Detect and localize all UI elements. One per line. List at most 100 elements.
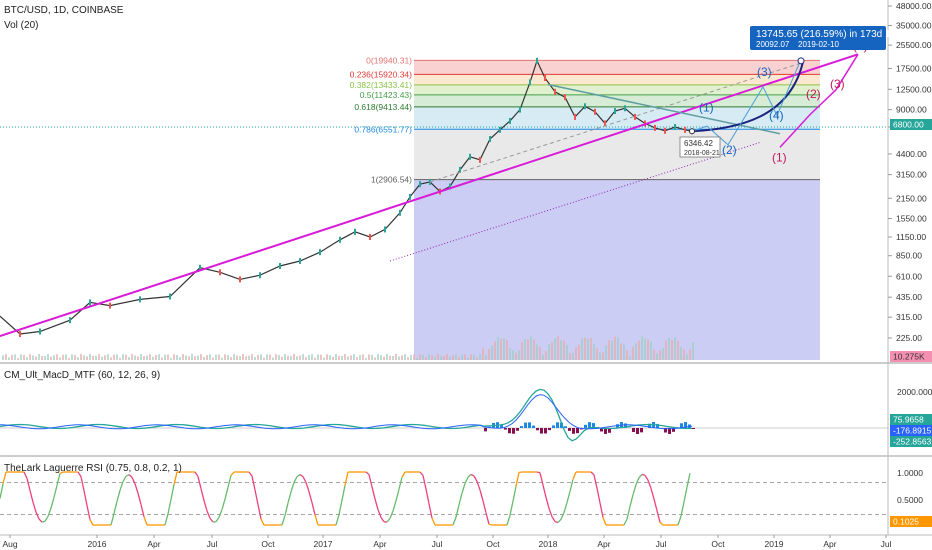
- price-candle: [219, 269, 221, 276]
- fibonacci-retracement[interactable]: 0(19940.31) 0.236(15920.34)0.382(13433.41…: [0, 55, 888, 360]
- rsi-title: TheLark Laguerre RSI (0.75, 0.8, 0.2, 1): [4, 463, 182, 474]
- volume-bar: [209, 354, 211, 360]
- volume-bar: [65, 354, 67, 360]
- volume-bar: [605, 345, 607, 360]
- volume-bar: [317, 354, 319, 360]
- price-tick-label: 17500.00: [896, 63, 932, 73]
- volume-bar: [293, 354, 295, 360]
- price-candle: [409, 193, 411, 200]
- fib-zone: [414, 129, 820, 180]
- projection-label-box[interactable]: 13745.65 (216.59%) in 173d 1h 20092.07 2…: [750, 26, 896, 50]
- rsi-segment: [86, 505, 91, 520]
- macd-histogram-bar: [524, 422, 527, 428]
- macd-histogram-bar: [544, 428, 547, 434]
- volume-bar: [161, 357, 163, 360]
- rsi-segment: [197, 476, 202, 489]
- rsi-segment: [539, 472, 544, 486]
- rsi-segment: [167, 499, 172, 515]
- time-tick-label: Oct: [711, 539, 725, 549]
- volume-bar: [176, 354, 178, 360]
- volume-bar: [275, 354, 277, 360]
- volume-bar: [341, 356, 343, 360]
- volume-bar: [635, 343, 637, 360]
- volume-bar: [326, 354, 328, 360]
- rsi-segment: [554, 520, 559, 524]
- svg-text:6800.00: 6800.00: [893, 120, 924, 130]
- macd-histogram-bar: [500, 424, 503, 428]
- volume-bar: [344, 354, 346, 360]
- volume-bar: [191, 354, 193, 360]
- fib-level-label: 0.5(11423.43): [360, 90, 412, 100]
- rsi-segment: [44, 516, 49, 522]
- price-tick-label: 610.00: [896, 271, 922, 281]
- volume-bar: [113, 354, 115, 360]
- price-tick-label: 25500.00: [896, 40, 932, 50]
- volume-bar: [383, 356, 385, 360]
- macd-histogram-bar: [552, 425, 555, 428]
- macd-histogram-bar: [536, 428, 539, 431]
- time-axis[interactable]: Aug 2016 Apr Jul Oct 2017 Apr Jul Oct 2018 Apr Jul O…: [2, 535, 892, 549]
- price-tick-label: 12500.00: [896, 84, 932, 94]
- volume-bar: [503, 338, 505, 360]
- volume-bar: [251, 354, 253, 360]
- rsi-segment: [560, 512, 565, 520]
- volume-bar: [338, 355, 340, 360]
- rsi-segment: [482, 500, 487, 513]
- volume-bar: [95, 355, 97, 360]
- rsi-segment: [593, 474, 598, 489]
- symbol-title: BTC/USD, 1D, COINBASE: [4, 5, 124, 16]
- volume-bar: [353, 354, 355, 360]
- macd-line: [0, 388, 693, 442]
- time-tick-label: Apr: [597, 539, 610, 549]
- rsi-segment: [119, 481, 124, 491]
- price-tick-label: 225.00: [896, 333, 922, 343]
- macd-badge-3: -252.8563: [890, 436, 932, 447]
- rsi-segment: [452, 517, 457, 526]
- macd-histogram-bar: [692, 428, 695, 430]
- price-note-box[interactable]: 6346.42 2018-08-21: [679, 136, 721, 158]
- rsi-segment: [50, 497, 55, 509]
- volume-bar: [146, 355, 148, 360]
- rsi-segment: [290, 482, 295, 492]
- volume-bar: [359, 354, 361, 360]
- volume-bar: [98, 354, 100, 360]
- volume-bar: [92, 356, 94, 360]
- volume-bar: [680, 346, 682, 360]
- price-candle: [319, 249, 321, 256]
- rsi-segment: [284, 502, 289, 516]
- volume-bar: [152, 356, 154, 360]
- rsi-segment: [542, 484, 547, 498]
- rsi-segment: [422, 475, 427, 490]
- rsi-segment: [506, 515, 511, 526]
- rsi-tick-05: 0.5000: [897, 495, 923, 505]
- price-tick-label: 435.00: [896, 292, 922, 302]
- macd-signal-line: [0, 394, 693, 430]
- volume-bar: [518, 350, 520, 360]
- macd-histogram-bar: [668, 428, 671, 434]
- macd-histogram-bar: [632, 428, 635, 433]
- price-axis[interactable]: 48000.00 35000.00 25500.00 17500.00 12500.00…: [888, 1, 932, 343]
- price-candle: [449, 183, 451, 190]
- rsi-segment: [635, 477, 640, 485]
- volume-bar: [641, 336, 643, 360]
- price-candle: [634, 113, 636, 120]
- volume-bar: [356, 357, 358, 360]
- volume-bar: [536, 344, 538, 360]
- volume-bar: [455, 354, 457, 360]
- volume-bar: [305, 357, 307, 360]
- rsi-segment: [428, 503, 433, 519]
- volume-bar: [650, 341, 652, 360]
- time-tick-label: Oct: [261, 539, 275, 549]
- volume-bar: [599, 352, 601, 360]
- volume-bar: [128, 357, 130, 360]
- volume-bar: [41, 355, 43, 360]
- volume-bar: [167, 354, 169, 360]
- volume-bar: [68, 357, 70, 360]
- volume-bar: [221, 357, 223, 360]
- rsi-segment: [209, 517, 214, 523]
- rsi-segment: [377, 509, 382, 518]
- price-candle: [664, 127, 666, 134]
- time-tick-label: Jul: [881, 539, 892, 549]
- volume-bar: [653, 349, 655, 360]
- rsi-segment: [590, 471, 595, 476]
